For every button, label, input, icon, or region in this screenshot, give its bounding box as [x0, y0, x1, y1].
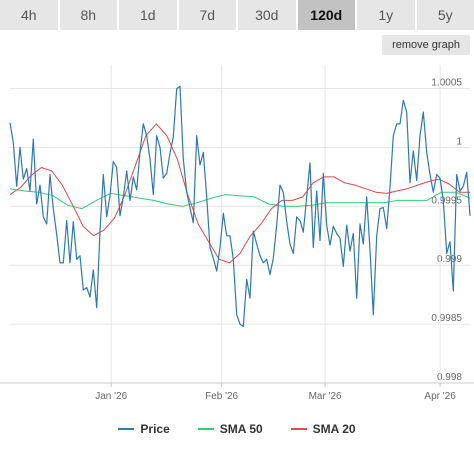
y-tick-label: 0.9995 — [431, 195, 462, 206]
timeframe-tabs: 4h 8h 1d 7d 30d 120d 1y 5y — [0, 0, 474, 30]
series-line-price — [9, 85, 471, 328]
chart-legend: Price SMA 50 SMA 20 — [0, 420, 474, 438]
tab-7d[interactable]: 7d — [178, 0, 236, 30]
legend-swatch-sma20 — [290, 428, 307, 430]
y-tick-label: 0.998 — [437, 372, 462, 383]
series-line-sma50 — [9, 188, 471, 210]
legend-swatch-sma50 — [197, 428, 214, 430]
legend-label-sma20: SMA 20 — [312, 422, 356, 436]
x-tick-label: Mar '26 — [309, 391, 342, 402]
tab-30d[interactable]: 30d — [238, 0, 296, 30]
tab-1d[interactable]: 1d — [119, 0, 177, 30]
x-tick-label: Jan '26 — [95, 391, 127, 402]
y-tick-label: 0.9985 — [431, 313, 462, 324]
legend-item-sma50[interactable]: SMA 50 — [197, 422, 263, 436]
x-tick-label: Feb '26 — [205, 391, 238, 402]
x-tick-label: Apr '26 — [424, 391, 456, 402]
tab-120d[interactable]: 120d — [297, 0, 355, 30]
y-tick-label: 0.999 — [437, 254, 462, 265]
y-tick-label: 1.0005 — [431, 78, 462, 89]
legend-item-sma20[interactable]: SMA 20 — [290, 422, 356, 436]
series-line-sma20 — [9, 123, 470, 264]
tab-1y[interactable]: 1y — [357, 0, 415, 30]
y-tick-label: 1 — [456, 136, 462, 147]
legend-label-price: Price — [140, 422, 170, 436]
tab-5y[interactable]: 5y — [416, 0, 474, 30]
tab-4h[interactable]: 4h — [0, 0, 58, 30]
remove-graph-button[interactable]: remove graph — [382, 35, 470, 55]
legend-item-price[interactable]: Price — [118, 422, 170, 436]
tab-8h[interactable]: 8h — [59, 0, 117, 30]
legend-label-sma50: SMA 50 — [219, 422, 263, 436]
legend-swatch-price — [118, 428, 135, 430]
